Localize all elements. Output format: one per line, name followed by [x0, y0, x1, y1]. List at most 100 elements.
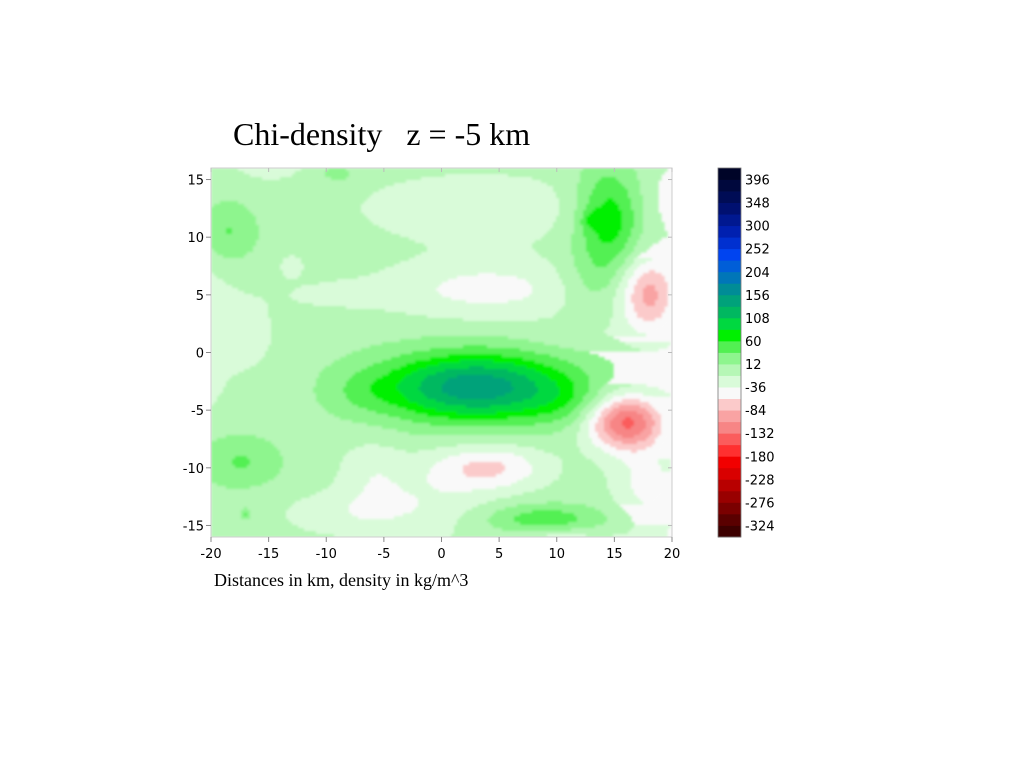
contour-cell: [211, 519, 290, 523]
contour-cell: [583, 225, 590, 229]
contour-cell: [577, 195, 590, 199]
contour-cell: [496, 411, 554, 415]
contour-cell: [211, 336, 272, 340]
contour-cell: [217, 252, 248, 256]
contour-cell: [625, 426, 632, 430]
contour-cell: [391, 369, 419, 373]
contour-cell: [622, 420, 635, 424]
contour-cell: [238, 288, 296, 292]
contour-cell: [211, 231, 227, 235]
contour-cell: [280, 468, 341, 472]
contour-cell: [625, 297, 632, 301]
contour-cell: [571, 528, 632, 532]
contour-cell: [406, 450, 419, 454]
contour-cell: [556, 384, 575, 388]
contour-cell: [559, 207, 578, 211]
contour-cell: [271, 336, 422, 340]
contour-cell: [412, 420, 554, 424]
contour-cell: [358, 405, 398, 409]
contour-cell: [322, 405, 359, 409]
contour-cell: [574, 231, 584, 235]
contour-cell: [250, 513, 287, 517]
contour-cell: [643, 414, 653, 418]
contour-cell: [262, 357, 341, 361]
contour-cell: [406, 408, 437, 412]
colorbar-swatch: [718, 317, 741, 330]
contour-cell: [634, 273, 644, 277]
contour-cell: [415, 255, 542, 259]
contour-cell: [589, 429, 596, 433]
contour-cell: [346, 177, 422, 181]
contour-cell: [436, 447, 536, 451]
contour-cell: [634, 246, 650, 250]
contour-cell: [613, 402, 650, 406]
contour-cell: [634, 225, 644, 229]
contour-cell: [370, 195, 557, 199]
contour-cell: [529, 474, 560, 478]
contour-cell: [649, 270, 656, 274]
contour-cell: [589, 426, 596, 430]
contour-cell: [493, 525, 596, 529]
contour-cell: [595, 411, 602, 415]
contour-cell: [598, 420, 605, 424]
colorbar-swatch: [718, 294, 741, 307]
colorbar-swatch: [718, 191, 741, 203]
contour-cell: [640, 264, 668, 268]
contour-cell: [493, 513, 521, 517]
contour-cell: [646, 438, 656, 442]
contour-cell: [577, 192, 593, 196]
contour-cell: [274, 444, 365, 448]
contour-cell: [457, 276, 518, 280]
contour-cell: [211, 480, 269, 484]
contour-cell: [637, 177, 662, 181]
contour-cell: [589, 432, 599, 436]
contour-cell: [580, 222, 587, 226]
contour-cell: [211, 246, 254, 250]
contour-cell: [586, 243, 626, 247]
contour-cell: [304, 264, 395, 268]
colorbar-tick-label: -228: [745, 473, 775, 488]
contour-cell: [448, 279, 527, 283]
contour-cell: [349, 399, 383, 403]
contour-cell: [538, 252, 572, 256]
contour-cell: [232, 459, 251, 463]
contour-cell: [577, 519, 608, 523]
contour-cell: [517, 480, 554, 484]
contour-cell: [553, 366, 581, 370]
contour-cell: [403, 489, 440, 493]
contour-cell: [553, 222, 575, 226]
contour-cell: [631, 276, 641, 280]
contour-cell: [406, 375, 428, 379]
contour-cell: [625, 261, 635, 265]
contour-cell: [550, 378, 572, 382]
contour-cell: [250, 366, 326, 370]
contour-cell: [217, 396, 317, 400]
contour-cell: [589, 381, 608, 385]
contour-cell: [631, 198, 644, 202]
y-tick-label: 15: [187, 174, 204, 189]
contour-cell: [535, 423, 572, 427]
contour-cell: [370, 477, 389, 481]
contour-cell: [508, 336, 614, 340]
contour-cell: [211, 441, 272, 445]
contour-cell: [211, 402, 215, 406]
contour-cell: [646, 303, 656, 307]
contour-cell: [514, 387, 539, 391]
contour-cell: [328, 411, 377, 415]
contour-cell: [400, 417, 449, 421]
contour-cell: [211, 267, 281, 271]
contour-cell: [211, 504, 293, 508]
contour-cell: [211, 276, 218, 280]
contour-cell: [241, 516, 251, 520]
contour-cell: [334, 360, 383, 364]
contour-cell: [571, 423, 581, 427]
contour-cell: [211, 366, 251, 370]
contour-cell: [502, 471, 533, 475]
contour-cell: [211, 273, 215, 277]
contour-cell: [376, 396, 407, 400]
contour-cell: [400, 339, 530, 343]
contour-cell: [610, 318, 629, 322]
contour-cell: [610, 453, 662, 457]
contour-cell: [586, 216, 623, 220]
contour-cell: [436, 462, 470, 466]
